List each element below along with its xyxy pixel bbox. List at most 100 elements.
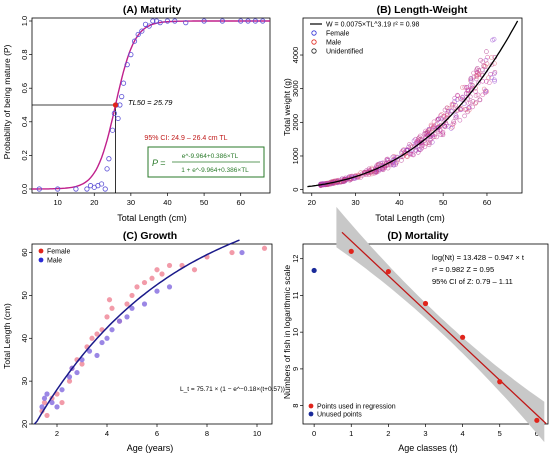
lw-point — [369, 171, 375, 177]
d-xtick-label: 2 — [386, 429, 390, 438]
lw-point — [418, 136, 424, 142]
mortality-used-point — [422, 300, 429, 307]
lw-point — [435, 117, 440, 123]
lw-point — [459, 106, 464, 111]
growth-female-point — [94, 331, 100, 337]
panel-b-title: (B) Length-Weight — [377, 4, 468, 16]
d-xtick-label: 1 — [349, 429, 353, 438]
formula-box: P = e^-9.964+0.386×TL 1 + e^-9.964+0.386… — [147, 146, 265, 178]
lw-point — [448, 109, 454, 114]
lw-point — [380, 167, 386, 173]
growth-female-point — [229, 249, 235, 256]
lw-point — [453, 115, 459, 121]
lw-point — [445, 124, 451, 129]
maturity-point — [238, 18, 244, 24]
mortality-unused-point — [311, 267, 317, 274]
panel-c-xlabel: Age (years) — [127, 443, 174, 453]
lw-point — [460, 85, 465, 90]
lw-point — [488, 72, 493, 77]
ci-label: 95% CI: 24.9 – 26.4 cm TL — [144, 135, 227, 142]
lw-point — [477, 97, 483, 103]
b-xtick-label: 30 — [351, 198, 359, 207]
growth-male-point — [94, 352, 100, 359]
maturity-point — [120, 80, 127, 86]
lw-point — [449, 102, 455, 108]
growth-female-point — [166, 262, 173, 269]
lw-point — [435, 122, 440, 127]
lw-point — [455, 92, 460, 98]
growth-female-point — [141, 279, 148, 286]
mortality-used-point — [460, 334, 466, 340]
growth-male-point — [239, 249, 245, 256]
maturity-point — [36, 186, 42, 192]
legend-label: Female — [326, 31, 349, 38]
d-xtick-label: 5 — [498, 429, 502, 438]
maturity-point — [124, 62, 130, 68]
panel-maturity: (A) Maturity 10 20 30 40 50 60 0.0 0.2 0.4 0.6 0.8… — [2, 4, 271, 223]
lw-point — [462, 84, 468, 90]
c-xtick-label: 4 — [105, 429, 109, 438]
lw-point — [426, 142, 432, 148]
growth-male-point — [86, 348, 93, 354]
lw-point — [438, 113, 443, 118]
growth-female-point — [149, 275, 155, 281]
lw-point — [430, 134, 436, 140]
growth-male-point — [66, 374, 73, 380]
b-xtick-label: 60 — [483, 198, 491, 207]
maturity-point — [131, 38, 138, 44]
growth-female-point — [134, 284, 140, 290]
lw-point — [451, 119, 456, 124]
maturity-point — [157, 20, 163, 26]
lw-point — [474, 69, 480, 75]
lw-point — [418, 143, 424, 149]
lw-point — [473, 100, 479, 105]
lw-point — [473, 93, 479, 98]
lw-point — [438, 132, 444, 137]
lw-point — [468, 78, 474, 84]
lw-point — [475, 72, 481, 78]
growth-male-point — [129, 305, 135, 311]
growth-male-point — [116, 318, 123, 324]
lw-point — [407, 142, 412, 147]
b-xtick-label: 40 — [395, 198, 403, 207]
lw-point — [481, 86, 487, 92]
lw-point — [484, 49, 489, 54]
lw-point — [408, 151, 414, 157]
lw-point — [490, 37, 495, 43]
growth-male-point — [124, 314, 130, 320]
lw-point — [486, 75, 491, 80]
lw-point — [427, 128, 432, 134]
lw-point — [484, 61, 490, 67]
maturity-point — [84, 186, 90, 192]
c-ytick-label: 30 — [20, 377, 29, 385]
lw-point — [483, 63, 488, 69]
lw-point — [481, 63, 487, 69]
c-xtick-label: 8 — [205, 429, 209, 438]
b-ytick-label: 0 — [291, 188, 300, 192]
lw-point — [400, 148, 406, 153]
panel-d-ylabel: Numbers of fish in logarithmic scale — [282, 265, 292, 399]
lw-point — [489, 75, 494, 80]
maturity-point — [55, 186, 61, 192]
lw-point — [457, 117, 463, 123]
lw-point — [492, 79, 497, 84]
panel-b-ylabel: Total weight (g) — [282, 78, 292, 136]
c-ytick-label: 20 — [20, 420, 29, 428]
lw-point — [378, 161, 384, 166]
maturity-point — [135, 31, 141, 38]
lw-point — [475, 92, 481, 98]
c-ytick-label: 40 — [20, 334, 29, 342]
a-ytick-label: 0.8 — [20, 49, 29, 59]
mortality-used-point — [348, 248, 354, 254]
a-xtick-label: 60 — [237, 198, 245, 207]
legend-label: Female — [47, 249, 70, 256]
lw-point — [445, 112, 451, 117]
growth-female-point — [106, 297, 113, 303]
mortality-used-point — [534, 417, 540, 423]
regression-line — [341, 231, 547, 425]
maturity-point — [111, 110, 117, 117]
growth-male-point — [154, 288, 160, 294]
